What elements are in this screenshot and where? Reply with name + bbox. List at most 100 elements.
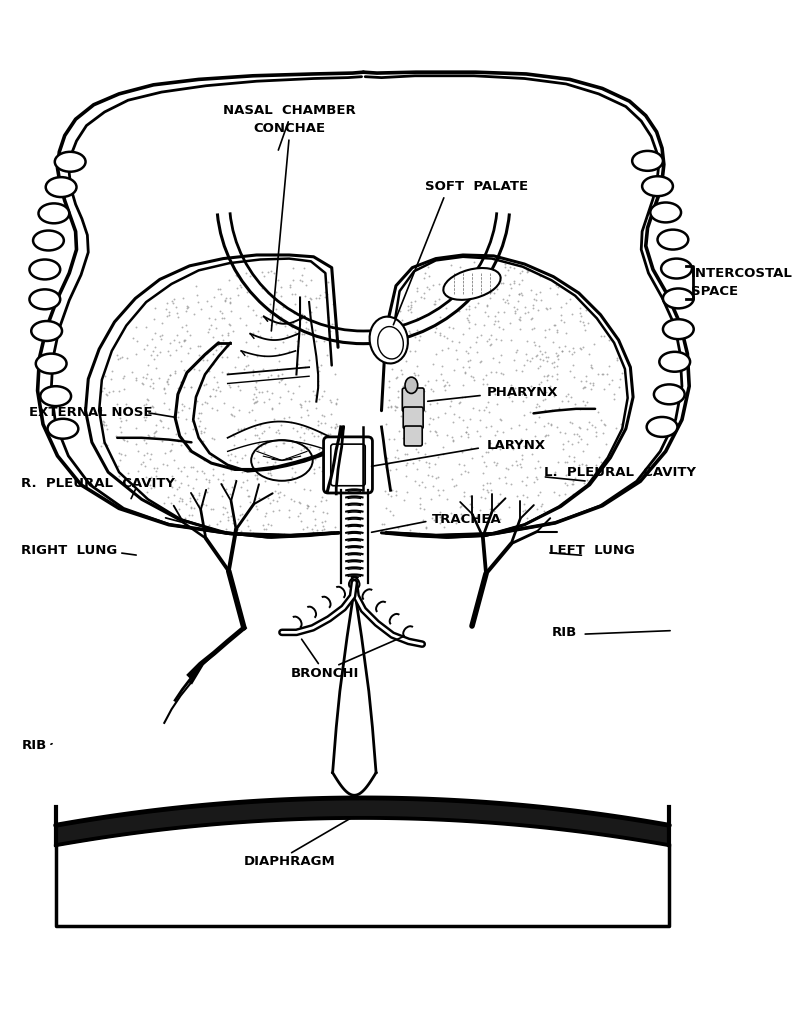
Point — [261, 300, 273, 316]
Point — [514, 265, 527, 282]
Point — [564, 362, 577, 379]
Point — [198, 420, 211, 436]
Point — [263, 496, 276, 512]
Point — [508, 299, 520, 315]
Point — [404, 343, 417, 359]
Point — [524, 352, 537, 369]
Point — [480, 419, 493, 435]
Point — [442, 319, 455, 336]
Point — [94, 401, 107, 418]
Point — [497, 291, 510, 307]
Point — [223, 294, 236, 310]
Point — [164, 441, 177, 458]
Point — [378, 516, 391, 532]
Point — [122, 465, 135, 481]
Point — [506, 440, 519, 457]
Point — [172, 508, 185, 524]
Point — [555, 299, 567, 315]
Point — [229, 447, 241, 464]
Point — [313, 424, 326, 440]
Point — [203, 517, 216, 534]
Point — [540, 300, 552, 316]
Point — [488, 285, 501, 301]
Point — [482, 509, 495, 525]
Point — [505, 475, 517, 492]
Point — [312, 417, 324, 433]
Point — [148, 338, 161, 354]
Point — [405, 304, 418, 321]
Point — [413, 525, 426, 542]
Point — [319, 289, 332, 305]
Point — [328, 440, 341, 457]
Point — [143, 399, 156, 416]
Point — [531, 471, 544, 487]
Point — [276, 367, 289, 383]
Point — [139, 435, 152, 452]
Point — [504, 259, 516, 275]
Point — [577, 392, 590, 409]
Point — [223, 290, 236, 306]
Point — [513, 321, 526, 337]
Point — [480, 298, 493, 314]
Point — [514, 312, 527, 329]
Point — [175, 374, 188, 390]
Point — [493, 441, 506, 458]
Point — [318, 471, 331, 487]
Point — [221, 349, 234, 366]
Point — [611, 352, 624, 369]
Point — [222, 377, 235, 393]
Point — [238, 446, 251, 463]
Point — [226, 512, 239, 528]
Point — [465, 504, 477, 520]
Point — [150, 423, 163, 439]
Point — [426, 467, 439, 483]
Point — [430, 319, 442, 336]
Point — [145, 398, 158, 415]
Point — [281, 383, 294, 399]
Point — [428, 512, 441, 528]
Point — [256, 425, 269, 441]
Point — [446, 429, 459, 445]
Point — [497, 366, 509, 382]
Point — [147, 379, 159, 395]
Point — [275, 288, 288, 304]
Point — [308, 387, 321, 403]
Point — [471, 344, 484, 360]
Point — [426, 411, 439, 427]
Point — [567, 459, 580, 475]
Point — [459, 343, 472, 359]
Point — [179, 332, 191, 348]
Ellipse shape — [33, 230, 64, 251]
Point — [504, 315, 516, 332]
Point — [431, 469, 444, 485]
Point — [575, 308, 587, 325]
Point — [321, 449, 334, 465]
Point — [552, 280, 564, 296]
Point — [565, 415, 578, 431]
Point — [132, 484, 145, 501]
Point — [147, 375, 159, 391]
Point — [203, 388, 216, 404]
Point — [218, 293, 231, 309]
Point — [514, 459, 527, 475]
Point — [579, 457, 592, 473]
Point — [434, 504, 446, 520]
Point — [265, 384, 278, 400]
Point — [427, 478, 440, 495]
Point — [253, 489, 265, 506]
Point — [240, 316, 253, 333]
Point — [251, 338, 264, 354]
Point — [303, 393, 316, 410]
Point — [301, 322, 314, 338]
Point — [391, 369, 403, 385]
Point — [175, 374, 187, 390]
Point — [259, 460, 272, 476]
Point — [429, 316, 442, 333]
Point — [423, 459, 436, 475]
Point — [570, 426, 583, 442]
Point — [221, 504, 234, 520]
Point — [521, 261, 534, 278]
Point — [513, 286, 526, 302]
Point — [548, 484, 560, 501]
Point — [505, 457, 518, 473]
